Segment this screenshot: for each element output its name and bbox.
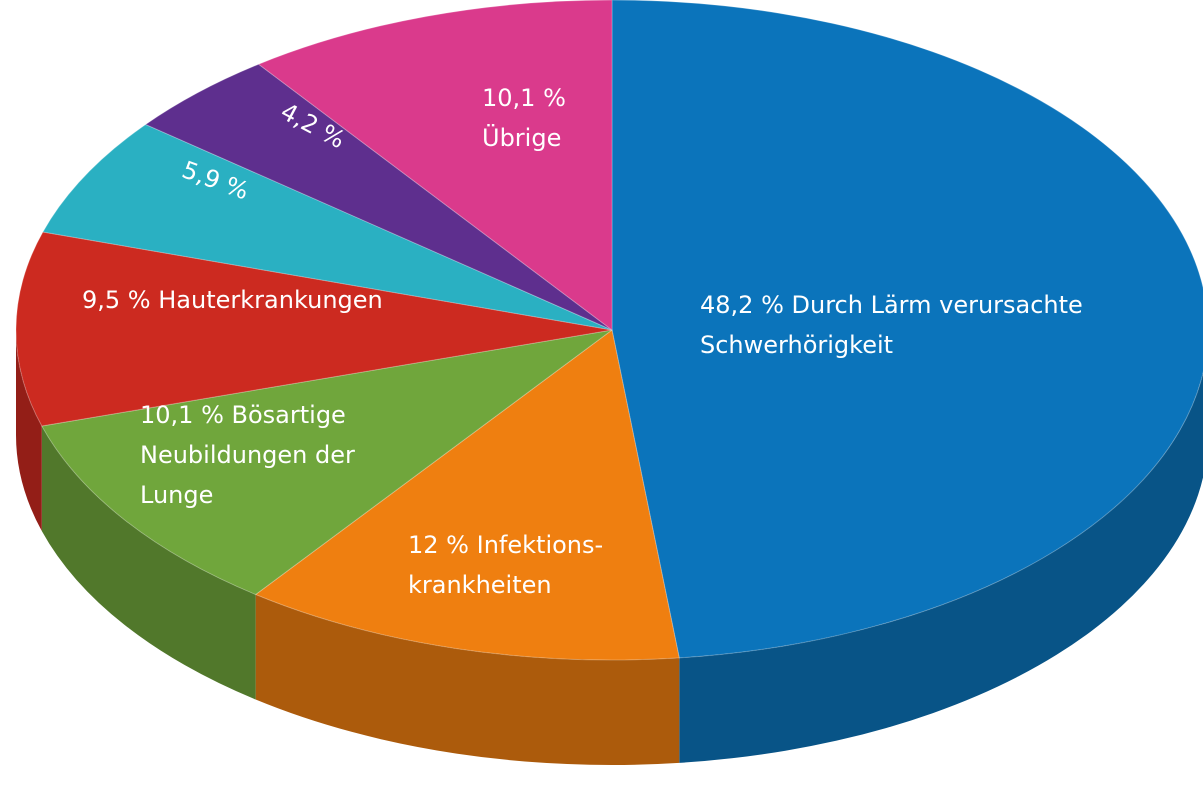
slice xyxy=(15,231,613,427)
slice xyxy=(611,0,1203,659)
slice-label: 48,2 % Durch Lärm verursachte Schwerhöri… xyxy=(700,285,1083,365)
slice-side xyxy=(16,330,42,532)
category-label: Bösartige Neubildungen der Lunge xyxy=(140,401,355,509)
value-label: 48,2 % xyxy=(700,291,784,319)
slice-label: 10,1 % Bösartige Neubildungen der Lunge xyxy=(140,395,355,515)
category-label: Durch Lärm verursachte Schwerhörigkeit xyxy=(700,291,1083,359)
slice xyxy=(41,329,613,596)
value-label: 9,5 % xyxy=(82,286,151,314)
slice-label: 12 % Infektions- krankheiten xyxy=(408,525,603,605)
slice-side xyxy=(41,426,256,700)
value-label: 10,1 % xyxy=(140,401,224,429)
slice-side xyxy=(255,594,680,765)
slice xyxy=(254,329,680,661)
category-label: Übrige xyxy=(482,124,562,152)
value-label: 10,1 % xyxy=(482,84,566,112)
slice-side xyxy=(679,372,1203,763)
value-label: 12 % xyxy=(408,531,469,559)
slice xyxy=(144,63,613,331)
slice-label: 9,5 % Hauterkrankungen xyxy=(82,280,383,320)
category-label: Hauterkrankungen xyxy=(158,286,383,314)
slice xyxy=(42,123,613,331)
slice xyxy=(257,0,613,332)
slice-label: 10,1 % Übrige xyxy=(482,78,566,158)
category-label: Infektions- krankheiten xyxy=(408,531,604,599)
